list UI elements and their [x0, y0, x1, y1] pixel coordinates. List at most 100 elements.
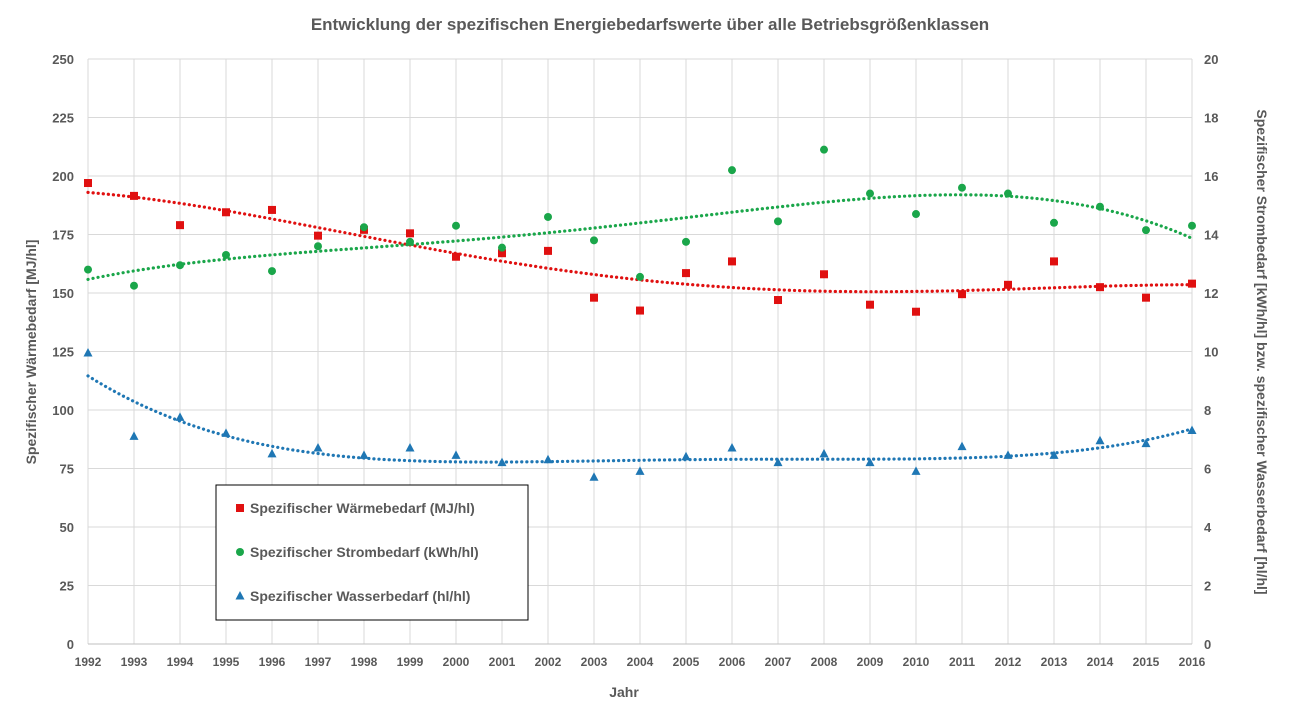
point-wasser: [589, 472, 599, 481]
point-wasser: [1049, 450, 1059, 459]
point-wasser: [359, 450, 369, 459]
x-tick-label: 2016: [1179, 655, 1206, 669]
legend: Spezifischer Wärmebedarf (MJ/hl) Spezifis…: [215, 484, 529, 621]
point-wasser: [267, 448, 277, 458]
x-tick-label: 2007: [765, 655, 792, 669]
point-waerme: [406, 229, 414, 238]
point-wasser: [773, 457, 783, 467]
data-points: [83, 145, 1197, 481]
x-tick-label: 1998: [351, 655, 378, 669]
x-tick-label: 2015: [1133, 655, 1160, 669]
y-tick-label: 25: [60, 579, 74, 594]
point-waerme: [544, 246, 552, 255]
y2-tick-label: 8: [1204, 403, 1211, 418]
x-tick-label: 2010: [903, 655, 930, 669]
point-strom: [958, 183, 966, 192]
y2-axis-label: Spezifischer Strombedarf [kWh/hl] bzw. s…: [1254, 109, 1270, 594]
point-strom: [1188, 221, 1196, 230]
point-strom: [176, 261, 184, 270]
point-wasser: [175, 412, 185, 421]
x-tick-label: 2005: [673, 655, 700, 669]
point-wasser: [635, 466, 645, 475]
y2-tick-label: 18: [1204, 111, 1218, 126]
point-strom: [1050, 218, 1058, 227]
point-waerme: [590, 293, 598, 302]
point-wasser: [543, 454, 553, 464]
y-tick-label: 250: [52, 52, 74, 67]
point-strom: [1004, 189, 1012, 198]
x-tick-label: 2011: [949, 655, 975, 669]
point-strom: [498, 243, 506, 252]
point-strom: [268, 267, 276, 276]
point-strom: [728, 166, 736, 175]
y-tick-label: 150: [52, 286, 74, 301]
point-wasser: [313, 443, 323, 452]
point-strom: [774, 217, 782, 226]
point-strom: [1142, 226, 1150, 235]
y2-tick-label: 16: [1204, 169, 1218, 184]
point-strom: [360, 223, 368, 232]
point-waerme: [222, 208, 230, 217]
x-tick-label: 2002: [535, 655, 562, 669]
point-wasser: [727, 443, 737, 452]
point-waerme: [176, 221, 184, 230]
x-tick-label: 2006: [719, 655, 746, 669]
x-tick-label: 2009: [857, 655, 884, 669]
point-strom: [406, 237, 414, 246]
point-wasser: [911, 466, 921, 475]
point-waerme: [84, 179, 92, 188]
y-tick-label: 0: [67, 637, 74, 652]
x-tick-label: 1992: [75, 655, 102, 669]
point-wasser: [1187, 425, 1197, 434]
point-wasser: [497, 457, 507, 467]
point-waerme: [268, 205, 276, 214]
point-strom: [544, 212, 552, 221]
point-waerme: [820, 270, 828, 279]
trendline-1: [86, 190, 1194, 294]
x-tick-label: 2000: [443, 655, 470, 669]
x-tick-label: 1994: [167, 655, 194, 669]
point-waerme: [958, 290, 966, 299]
point-waerme: [774, 296, 782, 305]
point-wasser: [405, 443, 415, 452]
y2-tick-label: 14: [1204, 228, 1219, 243]
point-strom: [84, 265, 92, 274]
y-tick-label: 125: [52, 345, 74, 360]
chart-title: Entwicklung der spezifischen Energiebeda…: [311, 15, 989, 34]
x-tick-label: 1997: [305, 655, 332, 669]
x-tick-label: 2004: [627, 655, 654, 669]
point-strom: [682, 237, 690, 246]
legend-label: Spezifischer Wärmebedarf (MJ/hl): [250, 500, 475, 516]
point-strom: [314, 242, 322, 251]
legend-label: Spezifischer Wasserbedarf (hl/hl): [250, 588, 470, 604]
point-waerme: [728, 257, 736, 266]
point-wasser: [83, 347, 93, 357]
x-tick-label: 2003: [581, 655, 608, 669]
y2-tick-label: 0: [1204, 637, 1211, 652]
point-wasser: [957, 441, 967, 451]
y2-tick-label: 10: [1204, 345, 1218, 360]
point-wasser: [865, 457, 875, 467]
point-waerme: [682, 269, 690, 278]
x-tick-label: 2012: [995, 655, 1022, 669]
y2-tick-label: 2: [1204, 579, 1211, 594]
point-waerme: [452, 252, 460, 261]
point-wasser: [129, 431, 139, 440]
trendline-3: [86, 374, 1194, 464]
x-tick-label: 1996: [259, 655, 286, 669]
y-tick-label: 175: [52, 228, 74, 243]
x-tick-label: 2001: [489, 655, 516, 669]
x-tick-label: 1993: [121, 655, 148, 669]
point-strom: [1096, 202, 1104, 211]
x-tick-label: 2013: [1041, 655, 1068, 669]
point-waerme: [1188, 279, 1196, 288]
point-strom: [636, 272, 644, 281]
y2-tick-label: 20: [1204, 52, 1218, 67]
y-axis-label: Spezifischer Wärmebedarf [MJ/hl]: [23, 240, 39, 465]
legend-marker-triangle: [235, 591, 245, 600]
x-tick-label: 1999: [397, 655, 424, 669]
x-axis-label: Jahr: [609, 684, 639, 700]
y-tick-label: 225: [52, 111, 74, 126]
x-tick-label: 1995: [213, 655, 240, 669]
